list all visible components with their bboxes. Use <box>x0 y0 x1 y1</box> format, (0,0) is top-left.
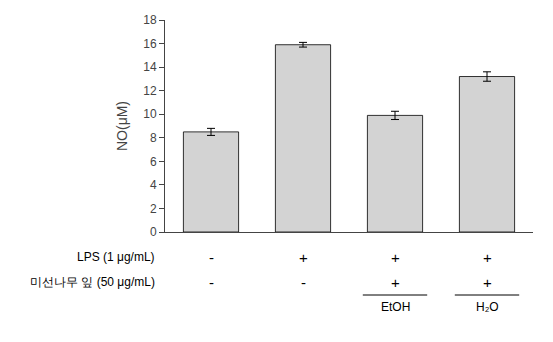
svg-text:H₂O: H₂O <box>476 300 499 314</box>
svg-text:-: - <box>209 274 214 291</box>
svg-text:6: 6 <box>150 155 157 169</box>
svg-text:+: + <box>391 274 400 291</box>
svg-text:EtOH: EtOH <box>381 300 410 314</box>
svg-text:-: - <box>209 249 214 266</box>
svg-text:+: + <box>483 274 492 291</box>
svg-text:8: 8 <box>150 131 157 145</box>
svg-text:+: + <box>391 249 400 266</box>
svg-text:2: 2 <box>150 202 157 216</box>
svg-text:18: 18 <box>143 13 157 27</box>
svg-text:16: 16 <box>143 37 157 51</box>
svg-text:+: + <box>299 249 308 266</box>
svg-text:+: + <box>483 249 492 266</box>
svg-text:0: 0 <box>150 225 157 239</box>
svg-text:미선나무 잎 (50 μg/mL): 미선나무 잎 (50 μg/mL) <box>30 275 155 289</box>
svg-text:NO(μM): NO(μM) <box>114 101 130 151</box>
svg-text:12: 12 <box>143 84 157 98</box>
svg-text:14: 14 <box>143 60 157 74</box>
svg-text:LPS (1 μg/mL): LPS (1 μg/mL) <box>77 250 155 264</box>
svg-text:-: - <box>301 274 306 291</box>
svg-text:4: 4 <box>150 178 157 192</box>
svg-text:10: 10 <box>143 107 157 121</box>
